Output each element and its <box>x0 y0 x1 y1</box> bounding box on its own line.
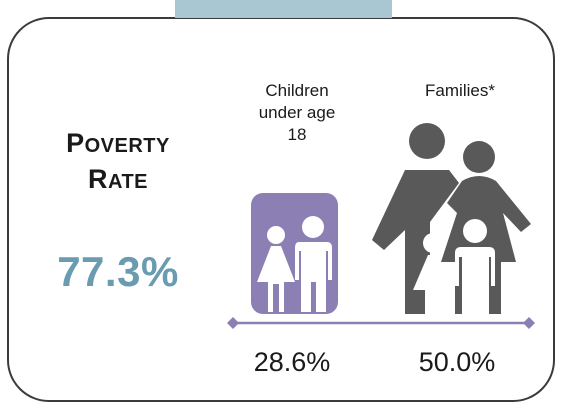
title-rest-2: ATE <box>107 171 148 193</box>
overall-rate-value: 77.3% <box>57 248 179 295</box>
children-icon <box>251 193 338 314</box>
title-initial-1: P <box>66 128 85 158</box>
children-label-line-1: Children <box>265 81 329 100</box>
families-rate-value: 50.0% <box>418 347 496 377</box>
children-rate-value: 28.6% <box>253 347 331 377</box>
families-label: Families* <box>390 80 530 102</box>
children-label-line-3: 18 <box>287 125 307 144</box>
title-rest-1: OVERTY <box>84 135 170 157</box>
divider-axis <box>227 317 535 329</box>
children-label: Children under age 18 <box>237 80 357 146</box>
title-initial-2: R <box>87 164 108 194</box>
families-label-line-1: Families* <box>425 81 495 100</box>
children-label-line-2: under age <box>258 103 336 122</box>
family-icon <box>372 123 531 316</box>
header-tab <box>175 0 392 18</box>
poverty-rate-title: POVERTY RATE <box>28 130 208 202</box>
